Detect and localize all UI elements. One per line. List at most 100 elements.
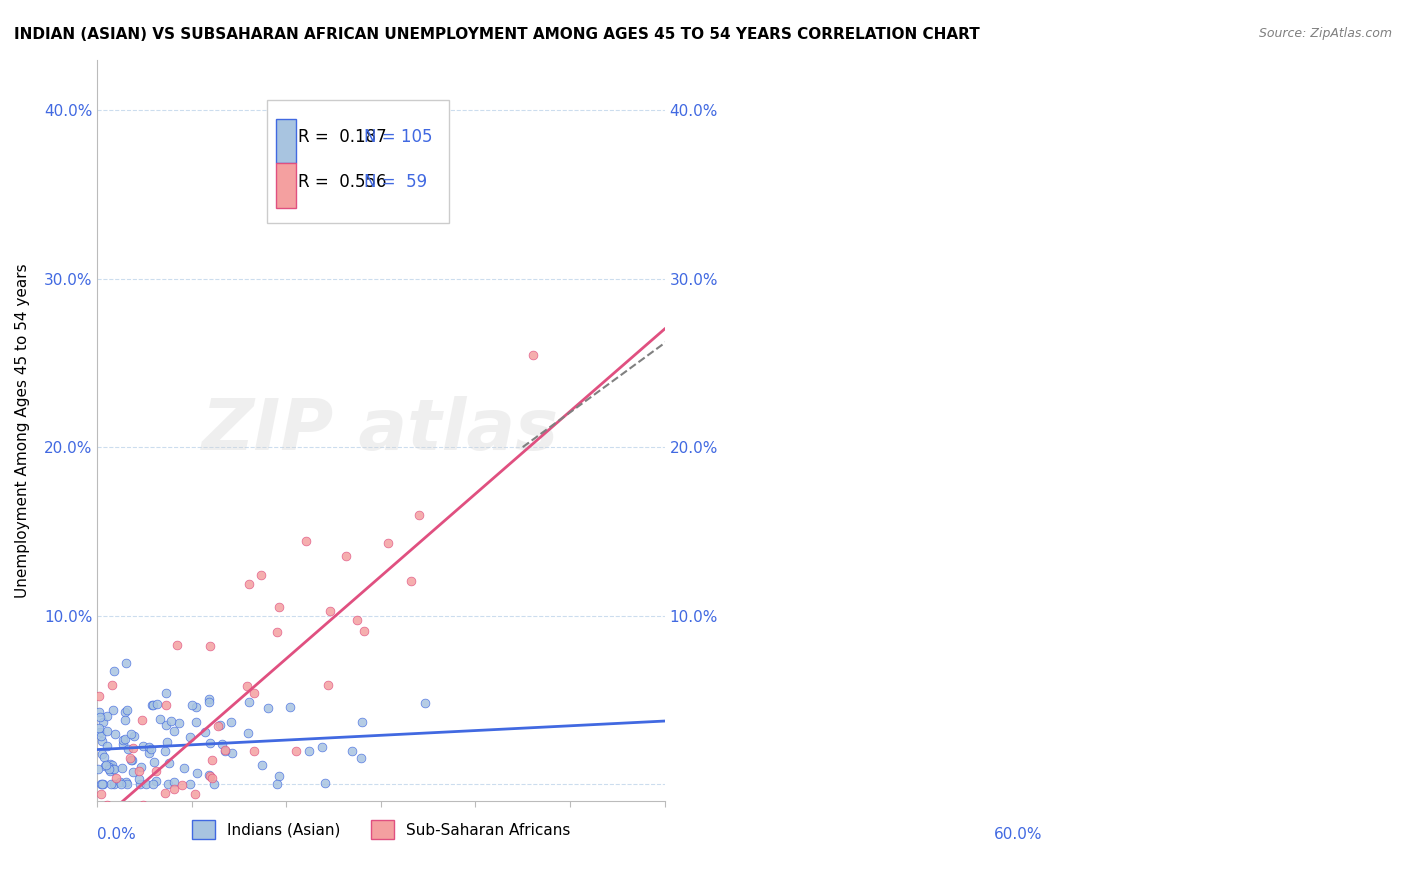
Indians (Asian) bbox=[267, 769, 290, 783]
Indians (Asian) bbox=[91, 777, 114, 791]
Indians (Asian) bbox=[129, 777, 152, 791]
Sub-Saharan Africans bbox=[214, 743, 236, 757]
Indians (Asian) bbox=[90, 734, 112, 748]
Indians (Asian) bbox=[101, 758, 124, 772]
Indians (Asian) bbox=[145, 774, 167, 789]
Indians (Asian) bbox=[128, 772, 150, 787]
Indians (Asian) bbox=[110, 777, 132, 791]
Indians (Asian) bbox=[186, 715, 208, 730]
Sub-Saharan Africans bbox=[353, 624, 375, 638]
Indians (Asian) bbox=[156, 777, 179, 791]
Sub-Saharan Africans bbox=[120, 811, 142, 825]
Sub-Saharan Africans bbox=[408, 508, 430, 523]
Sub-Saharan Africans bbox=[155, 698, 177, 712]
Indians (Asian) bbox=[350, 750, 373, 764]
Text: N =  59: N = 59 bbox=[364, 173, 427, 191]
Indians (Asian) bbox=[90, 777, 112, 791]
Indians (Asian) bbox=[114, 656, 136, 670]
Indians (Asian) bbox=[179, 777, 201, 791]
Indians (Asian) bbox=[96, 739, 118, 753]
Sub-Saharan Africans bbox=[90, 787, 112, 801]
Sub-Saharan Africans bbox=[125, 811, 148, 825]
Sub-Saharan Africans bbox=[335, 549, 357, 563]
Sub-Saharan Africans bbox=[131, 713, 153, 727]
Indians (Asian) bbox=[89, 722, 111, 736]
Sub-Saharan Africans bbox=[201, 771, 224, 785]
Indians (Asian) bbox=[219, 714, 242, 729]
Indians (Asian) bbox=[278, 699, 301, 714]
Indians (Asian) bbox=[198, 736, 221, 750]
Text: R =  0.556: R = 0.556 bbox=[298, 173, 387, 191]
Sub-Saharan Africans bbox=[170, 778, 193, 792]
Indians (Asian) bbox=[129, 760, 152, 774]
Indians (Asian) bbox=[163, 724, 186, 739]
Indians (Asian) bbox=[114, 731, 136, 746]
Indians (Asian) bbox=[139, 742, 162, 756]
Indians (Asian) bbox=[180, 698, 202, 712]
Indians (Asian) bbox=[157, 756, 180, 771]
Sub-Saharan Africans bbox=[139, 811, 162, 825]
Indians (Asian) bbox=[96, 709, 118, 723]
Sub-Saharan Africans bbox=[100, 678, 122, 692]
Sub-Saharan Africans bbox=[243, 685, 266, 699]
Sub-Saharan Africans bbox=[198, 769, 221, 783]
Sub-Saharan Africans bbox=[129, 811, 152, 825]
Sub-Saharan Africans bbox=[198, 639, 221, 653]
Indians (Asian) bbox=[97, 760, 120, 774]
Indians (Asian) bbox=[103, 664, 125, 678]
Indians (Asian) bbox=[121, 753, 143, 767]
FancyBboxPatch shape bbox=[267, 101, 449, 223]
Indians (Asian) bbox=[98, 756, 121, 771]
Text: 60.0%: 60.0% bbox=[994, 827, 1043, 842]
Y-axis label: Unemployment Among Ages 45 to 54 years: Unemployment Among Ages 45 to 54 years bbox=[15, 263, 30, 598]
Sub-Saharan Africans bbox=[267, 600, 290, 615]
Sub-Saharan Africans bbox=[87, 689, 110, 703]
Indians (Asian) bbox=[111, 762, 134, 776]
Indians (Asian) bbox=[104, 726, 127, 740]
Indians (Asian) bbox=[112, 733, 135, 747]
Indians (Asian) bbox=[117, 742, 139, 756]
Indians (Asian) bbox=[163, 774, 186, 789]
Indians (Asian) bbox=[148, 713, 170, 727]
Indians (Asian) bbox=[98, 764, 121, 779]
Indians (Asian) bbox=[103, 762, 125, 776]
Indians (Asian) bbox=[238, 695, 260, 709]
Sub-Saharan Africans bbox=[152, 811, 174, 825]
Sub-Saharan Africans bbox=[89, 811, 111, 825]
Indians (Asian) bbox=[252, 757, 274, 772]
Indians (Asian) bbox=[155, 686, 177, 700]
Sub-Saharan Africans bbox=[145, 764, 167, 778]
Indians (Asian) bbox=[114, 713, 136, 727]
Indians (Asian) bbox=[115, 777, 138, 791]
Sub-Saharan Africans bbox=[318, 678, 340, 692]
Sub-Saharan Africans bbox=[96, 798, 118, 813]
Sub-Saharan Africans bbox=[176, 811, 198, 825]
Sub-Saharan Africans bbox=[163, 782, 186, 797]
Indians (Asian) bbox=[138, 746, 160, 760]
Indians (Asian) bbox=[214, 743, 236, 757]
Sub-Saharan Africans bbox=[277, 811, 299, 825]
Indians (Asian) bbox=[236, 726, 259, 740]
Sub-Saharan Africans bbox=[89, 811, 111, 825]
Sub-Saharan Africans bbox=[153, 786, 176, 800]
Indians (Asian) bbox=[221, 746, 243, 760]
Sub-Saharan Africans bbox=[128, 764, 150, 778]
Indians (Asian) bbox=[114, 705, 136, 719]
Sub-Saharan Africans bbox=[122, 741, 145, 756]
Indians (Asian) bbox=[90, 729, 112, 743]
Text: N = 105: N = 105 bbox=[364, 128, 433, 146]
Sub-Saharan Africans bbox=[243, 744, 266, 758]
Sub-Saharan Africans bbox=[186, 811, 208, 825]
Text: R =  0.187: R = 0.187 bbox=[298, 128, 387, 146]
Indians (Asian) bbox=[208, 718, 231, 732]
Sub-Saharan Africans bbox=[117, 800, 139, 814]
Indians (Asian) bbox=[120, 753, 142, 767]
Indians (Asian) bbox=[146, 697, 169, 711]
Indians (Asian) bbox=[179, 730, 201, 744]
Text: Source: ZipAtlas.com: Source: ZipAtlas.com bbox=[1258, 27, 1392, 40]
Indians (Asian) bbox=[87, 705, 110, 719]
Indians (Asian) bbox=[413, 696, 436, 710]
Indians (Asian) bbox=[120, 726, 142, 740]
FancyBboxPatch shape bbox=[276, 163, 295, 208]
Sub-Saharan Africans bbox=[132, 797, 155, 812]
